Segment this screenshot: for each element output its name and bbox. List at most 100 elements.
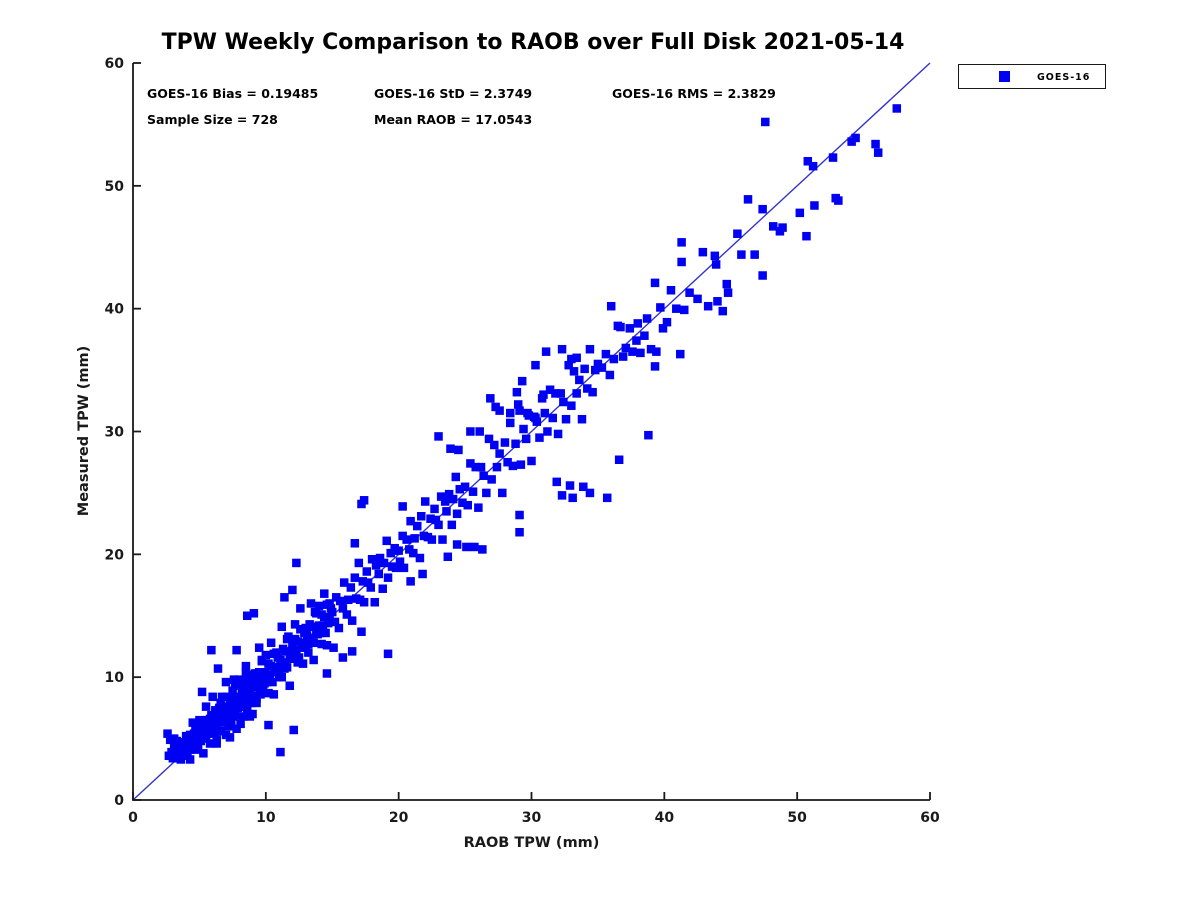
data-point (685, 288, 694, 297)
data-point (181, 731, 191, 741)
data-point (513, 400, 523, 409)
data-point (710, 251, 720, 261)
data-point (597, 363, 607, 372)
data-point (215, 704, 224, 714)
data-point (580, 364, 589, 374)
stat-mean-raob: Mean RAOB = 17.0543 (374, 112, 533, 127)
data-point (733, 229, 742, 238)
data-point (468, 487, 478, 496)
data-point (482, 488, 491, 498)
data-point (228, 702, 237, 711)
data-point (220, 704, 229, 714)
data-point (487, 475, 496, 484)
data-point (476, 462, 486, 472)
data-point (606, 301, 616, 311)
data-point (808, 161, 818, 171)
data-point (871, 139, 880, 149)
data-point (463, 500, 472, 510)
data-point (569, 367, 579, 376)
data-point (650, 278, 660, 288)
y-tick-label: 20 (105, 547, 125, 563)
data-point (367, 554, 377, 564)
data-point (460, 482, 470, 492)
data-point (254, 643, 264, 652)
data-point (213, 714, 223, 724)
data-point (543, 427, 552, 436)
data-point (458, 498, 467, 507)
data-point (394, 546, 403, 555)
data-point (304, 648, 313, 657)
data-point (758, 204, 767, 214)
data-point (221, 677, 231, 687)
data-point (199, 749, 208, 758)
data-point (430, 504, 439, 514)
data-point (519, 424, 528, 434)
data-point (605, 370, 615, 380)
data-point (253, 677, 263, 687)
x-tick-label: 20 (389, 810, 409, 826)
chart-title: TPW Weekly Comparison to RAOB over Full … (161, 30, 905, 55)
x-tick-label: 60 (920, 810, 940, 826)
data-point (508, 461, 518, 471)
data-point (280, 664, 289, 673)
data-point (718, 306, 728, 316)
data-point (338, 653, 348, 662)
data-point (254, 668, 264, 677)
data-point (205, 739, 215, 748)
data-point (292, 558, 301, 568)
data-point (851, 133, 860, 143)
data-point (378, 584, 387, 593)
data-point (650, 362, 660, 371)
data-point (750, 250, 759, 259)
data-point (325, 599, 334, 608)
data-point (342, 610, 352, 619)
data-point (395, 557, 405, 566)
data-point (511, 439, 520, 449)
data-point (288, 638, 297, 648)
data-point (317, 639, 326, 649)
data-point (232, 724, 241, 734)
data-point (321, 628, 330, 638)
data-point (632, 336, 641, 345)
data-point (288, 585, 297, 595)
data-point (758, 271, 767, 280)
data-point (225, 696, 235, 705)
data-point (505, 418, 515, 428)
data-point (272, 648, 281, 657)
data-point (371, 561, 381, 570)
data-point (257, 655, 267, 665)
data-point (490, 440, 499, 450)
data-point (169, 734, 179, 743)
data-point (564, 360, 573, 370)
data-point (272, 663, 281, 672)
legend-marker-icon (999, 71, 1010, 82)
data-point (383, 573, 393, 582)
data-point (455, 484, 465, 494)
y-tick-label: 40 (105, 302, 125, 318)
data-point (572, 389, 581, 398)
data-point (434, 432, 443, 441)
data-point (492, 462, 502, 472)
data-point (556, 389, 565, 398)
data-point (227, 718, 236, 727)
data-point (583, 384, 592, 393)
data-point (523, 408, 532, 418)
x-tick-label: 0 (128, 810, 138, 826)
data-point (567, 354, 576, 364)
data-point (277, 622, 287, 632)
data-point (383, 649, 393, 659)
data-point (339, 578, 349, 587)
data-point (658, 324, 668, 333)
data-point (314, 601, 324, 611)
data-point (621, 343, 631, 353)
data-point (188, 718, 198, 727)
data-point (301, 623, 310, 633)
data-point (289, 653, 298, 662)
data-point (398, 502, 407, 511)
data-point (609, 354, 619, 364)
data-point (666, 285, 676, 295)
data-point (640, 331, 649, 340)
data-point (475, 427, 484, 436)
data-point (415, 553, 425, 563)
